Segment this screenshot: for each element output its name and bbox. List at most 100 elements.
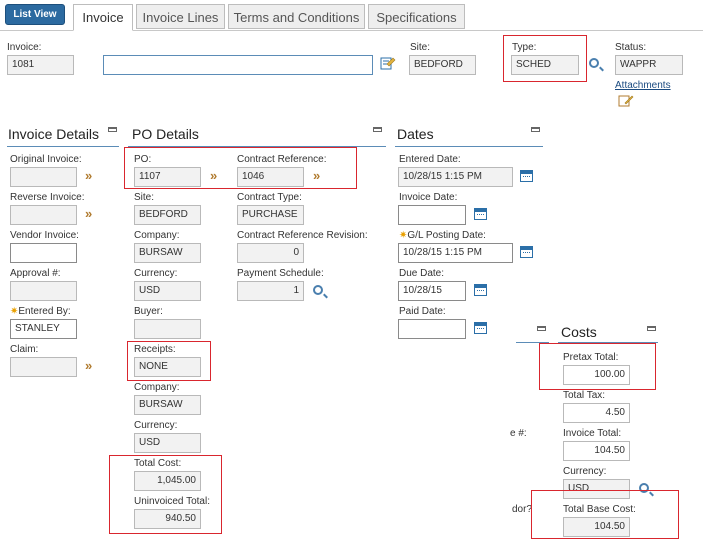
po-company-label: Company: xyxy=(134,230,180,241)
entered-by-field[interactable]: STANLEY xyxy=(10,319,77,339)
collapse-dates-icon[interactable] xyxy=(531,127,540,132)
costs-currency-label: Currency: xyxy=(563,466,607,477)
po-label: PO: xyxy=(134,154,152,165)
section-rule xyxy=(128,146,386,147)
due-date-label: Due Date: xyxy=(399,268,445,279)
tab-invoice-lines[interactable]: Invoice Lines xyxy=(136,4,225,29)
receipts-field[interactable]: NONE xyxy=(134,357,201,377)
vendor-invoice-field[interactable] xyxy=(10,243,77,263)
due-date-calendar-icon[interactable] xyxy=(474,284,487,296)
total-base-cost-field[interactable]: 104.50 xyxy=(563,517,630,537)
status-label: Status: xyxy=(615,42,647,53)
costs-currency-field[interactable]: USD xyxy=(563,479,630,499)
uninvoiced-total-field[interactable]: 940.50 xyxy=(134,509,201,529)
receipts-highlight-box xyxy=(127,341,211,381)
section-rule xyxy=(7,146,119,147)
payment-schedule-field[interactable]: 1 xyxy=(237,281,304,301)
po-site-field[interactable]: BEDFORD xyxy=(134,205,201,225)
invoice-field[interactable]: 1081 xyxy=(7,55,74,75)
site-label: Site: xyxy=(410,42,431,53)
total-tax-label: Total Tax: xyxy=(563,390,606,401)
paid-date-calendar-icon[interactable] xyxy=(474,322,487,334)
tab-specifications[interactable]: Specifications xyxy=(368,4,465,29)
reverse-invoice-label: Reverse Invoice: xyxy=(10,192,85,203)
po-site-label: Site: xyxy=(134,192,155,203)
payment-schedule-label: Payment Schedule: xyxy=(237,268,324,279)
collapse-hidden-section-icon[interactable] xyxy=(537,326,546,331)
total-cost-field[interactable]: 1,045.00 xyxy=(134,471,201,491)
po-company2-field[interactable]: BURSAW xyxy=(134,395,201,415)
entered-date-field[interactable]: 10/28/15 1:15 PM xyxy=(398,167,513,187)
section-rule xyxy=(558,342,658,343)
hidden-field-label-fragment: e #: xyxy=(510,428,527,439)
entered-date-calendar-icon[interactable] xyxy=(520,170,533,182)
currency-lookup-icon[interactable] xyxy=(639,483,649,493)
invoice-date-calendar-icon[interactable] xyxy=(474,208,487,220)
invoice-date-field[interactable] xyxy=(398,205,466,225)
invoice-date-label: Invoice Date: xyxy=(399,192,458,203)
list-view-button[interactable]: List View xyxy=(5,4,65,25)
approval-label: Approval #: xyxy=(10,268,61,279)
gl-posting-date-calendar-icon[interactable] xyxy=(520,246,533,258)
buyer-field[interactable] xyxy=(134,319,201,339)
total-cost-highlight-box xyxy=(109,455,222,534)
section-rule xyxy=(395,146,543,147)
invoice-label: Invoice: xyxy=(7,42,42,53)
tab-invoice[interactable]: Invoice xyxy=(73,4,133,31)
base-cost-highlight-box xyxy=(531,490,679,539)
contract-reference-field[interactable]: 1046 xyxy=(237,167,304,187)
contract-reference-detail-icon[interactable]: » xyxy=(313,168,320,183)
claim-label: Claim: xyxy=(10,344,39,355)
collapse-costs-icon[interactable] xyxy=(647,326,656,331)
payment-schedule-lookup-icon[interactable] xyxy=(313,285,323,295)
contract-reference-revision-field[interactable]: 0 xyxy=(237,243,304,263)
tab-terms-and-conditions[interactable]: Terms and Conditions xyxy=(228,4,365,29)
po-details-header: PO Details xyxy=(132,126,199,142)
po-detail-icon[interactable]: » xyxy=(210,168,217,183)
collapse-po-details-icon[interactable] xyxy=(373,127,382,132)
type-field[interactable]: SCHED xyxy=(511,55,579,75)
attachment-icon[interactable] xyxy=(618,94,634,108)
po-currency2-field[interactable]: USD xyxy=(134,433,201,453)
pretax-highlight-box xyxy=(539,343,656,390)
status-field[interactable]: WAPPR xyxy=(615,55,683,75)
po-currency-field[interactable]: USD xyxy=(134,281,201,301)
reverse-invoice-detail-icon[interactable]: » xyxy=(85,206,92,221)
paid-date-field[interactable] xyxy=(398,319,466,339)
reverse-invoice-field[interactable] xyxy=(10,205,77,225)
type-lookup-icon[interactable] xyxy=(589,58,599,68)
site-field[interactable]: BEDFORD xyxy=(409,55,476,75)
po-currency-label: Currency: xyxy=(134,268,178,279)
po-currency2-label: Currency: xyxy=(134,420,178,431)
invoice-total-label: Invoice Total: xyxy=(563,428,622,439)
original-invoice-detail-icon[interactable]: » xyxy=(85,168,92,183)
entered-by-label: ✷Entered By: xyxy=(10,306,71,317)
claim-field[interactable] xyxy=(10,357,77,377)
po-field[interactable]: 1107 xyxy=(134,167,201,187)
approval-field[interactable] xyxy=(10,281,77,301)
gl-posting-date-field[interactable]: 10/28/15 1:15 PM xyxy=(398,243,513,263)
required-star-icon: ✷ xyxy=(10,306,19,317)
contract-type-field[interactable]: PURCHASE xyxy=(237,205,304,225)
entered-date-label: Entered Date: xyxy=(399,154,461,165)
contract-reference-revision-label: Contract Reference Revision: xyxy=(237,230,368,241)
long-description-icon[interactable] xyxy=(380,56,396,70)
section-rule xyxy=(516,342,549,343)
pretax-total-field[interactable]: 100.00 xyxy=(563,365,630,385)
po-company-field[interactable]: BURSAW xyxy=(134,243,201,263)
dates-header: Dates xyxy=(397,126,434,142)
due-date-field[interactable]: 10/28/15 xyxy=(398,281,466,301)
invoice-details-header: Invoice Details xyxy=(8,126,100,142)
receipts-label: Receipts: xyxy=(134,344,176,355)
required-star-icon: ✷ xyxy=(399,230,408,241)
claim-detail-icon[interactable]: » xyxy=(85,358,92,373)
total-base-cost-label: Total Base Cost: xyxy=(563,504,636,515)
vendor-invoice-label: Vendor Invoice: xyxy=(10,230,79,241)
collapse-invoice-details-icon[interactable] xyxy=(108,127,117,132)
attachments-link[interactable]: Attachments xyxy=(615,80,671,91)
original-invoice-field[interactable] xyxy=(10,167,77,187)
po-company2-label: Company: xyxy=(134,382,180,393)
invoice-total-field[interactable]: 104.50 xyxy=(563,441,630,461)
total-tax-field[interactable]: 4.50 xyxy=(563,403,630,423)
invoice-description-field[interactable] xyxy=(103,55,373,75)
